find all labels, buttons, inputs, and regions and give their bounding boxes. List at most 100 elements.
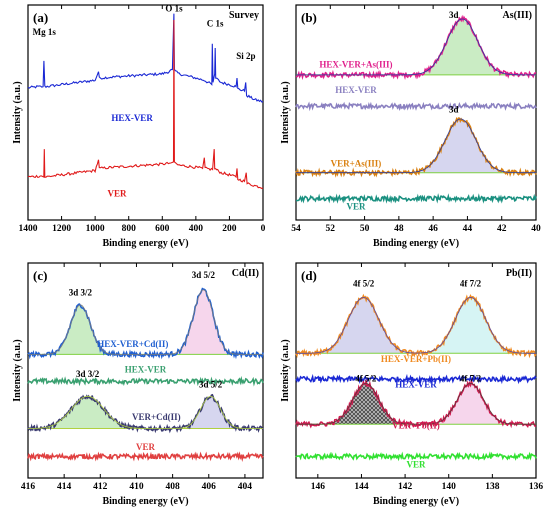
x-tick-label: 800	[122, 224, 137, 234]
x-tick-label: 1200	[52, 224, 71, 234]
panel-corner-title: As(III)	[503, 10, 532, 21]
x-tick-label: 400	[189, 224, 204, 234]
y-axis-label: Intensity (a.u.)	[280, 81, 291, 144]
peak-label: O 1s	[165, 3, 183, 13]
x-tick-label: 136	[529, 482, 544, 492]
series-label: HEX-VER+Cd(II)	[97, 339, 168, 349]
fit-envelope	[28, 289, 263, 355]
x-tick-label: 52	[326, 224, 336, 234]
x-tick-label: 46	[428, 224, 438, 234]
peak-label: Mg 1s	[33, 27, 57, 37]
series-line-ver	[27, 19, 264, 190]
x-tick-label: 144	[354, 482, 369, 492]
panel-b: 54 52 50 48 46 44 42 40 Binding energy (eV) Inten…	[280, 4, 541, 249]
peak-label: 3d 5/2	[199, 380, 223, 390]
x-tick-label: 416	[21, 482, 36, 492]
x-tick-label: 48	[394, 224, 404, 234]
series-label: HEX-VER	[335, 85, 377, 95]
panel-label: (c)	[33, 268, 47, 283]
series-label: VER	[346, 201, 366, 211]
x-tick-label: 44	[463, 224, 473, 234]
fitted-peak-area	[40, 304, 121, 355]
x-tick-label: 414	[57, 482, 72, 492]
fit-envelope	[296, 18, 536, 76]
plot-frame	[295, 262, 537, 479]
panel-corner-title: Cd(II)	[232, 268, 259, 279]
spectrum-line	[295, 451, 537, 462]
series-label: HEX-VER	[111, 113, 153, 123]
panel-a: 1400 1200 1000 800 600 400 200 0 Binding energy …	[12, 3, 266, 249]
x-tick-label: 0	[261, 224, 266, 234]
peak-label: C 1s	[207, 19, 224, 29]
plot-frame	[295, 4, 537, 221]
x-tick-label: 200	[222, 224, 237, 234]
x-tick-label: 42	[497, 224, 507, 234]
x-tick-label: 54	[291, 224, 301, 234]
fitted-peak-area	[398, 119, 523, 173]
series-label: HEX-VER	[395, 380, 437, 390]
spectrum-line	[27, 451, 264, 463]
series-label: HEX-VER	[125, 365, 167, 375]
x-tick-label: 600	[155, 224, 170, 234]
x-axis-label: Binding energy (eV)	[102, 496, 188, 507]
series-label: HEX-VER+As(III)	[319, 59, 392, 69]
fitted-peak-area	[170, 396, 251, 429]
series-label: VER+Cd(II)	[132, 412, 181, 422]
spectrum-line	[295, 116, 537, 178]
series-label: VER	[406, 459, 426, 469]
fitted-peak-area	[22, 396, 153, 429]
peak-label: 3d 3/2	[76, 369, 100, 379]
x-tick-label: 50	[360, 224, 370, 234]
x-axis-label: Binding energy (eV)	[373, 238, 459, 249]
peak-label: 3d	[449, 105, 459, 115]
x-axis-label: Binding energy (eV)	[373, 496, 459, 507]
x-tick-label: 406	[202, 482, 217, 492]
series-line-hex-ver	[27, 13, 264, 103]
peak-label: 3d	[449, 10, 459, 20]
series-label: VER	[107, 188, 127, 198]
x-tick-label: 40	[531, 224, 541, 234]
x-tick-label: 404	[238, 482, 253, 492]
spectrum-line	[295, 373, 537, 385]
y-axis-label: Intensity (a.u.)	[280, 339, 291, 402]
y-axis-label: Intensity (a.u.)	[12, 339, 23, 402]
panel-d: 146 144 142 140 138 136 Binding energy (eV) Int…	[280, 262, 544, 507]
peak-label: 4f 5/2	[355, 373, 377, 383]
panel-label: (d)	[301, 268, 317, 283]
fit-envelope	[296, 382, 536, 425]
x-tick-label: 146	[311, 482, 326, 492]
spectrum-line	[295, 101, 537, 112]
x-tick-label: 408	[165, 482, 180, 492]
fitted-peak-area	[409, 297, 532, 354]
peak-label: 3d 3/2	[69, 287, 93, 297]
series-label: VER+As(III)	[331, 158, 382, 168]
fitted-peak-area	[418, 383, 523, 425]
panel-corner-title: Pb(II)	[506, 268, 532, 279]
x-tick-label: 142	[398, 482, 413, 492]
peak-label: 4f 7/2	[460, 373, 482, 383]
panel-c: 416 414 412 410 408 406 404 Binding energy (eV)…	[12, 262, 264, 507]
fitted-peak-area	[400, 19, 524, 75]
x-tick-label: 1400	[19, 224, 38, 234]
series-label: VER+Pb(II)	[392, 421, 440, 431]
series-label: VER	[136, 442, 156, 452]
y-axis-label: Intensity (a.u.)	[12, 81, 23, 144]
fit-envelope	[296, 118, 536, 174]
peak-label: 4f 7/2	[460, 279, 482, 289]
peak-label: Si 2p	[236, 51, 255, 61]
peak-label: 4f 5/2	[353, 279, 375, 289]
panel-label: (b)	[301, 10, 317, 25]
panel-label: (a)	[33, 10, 48, 25]
peak-label: 3d 5/2	[192, 270, 216, 280]
fit-envelope	[296, 296, 536, 354]
x-tick-label: 140	[442, 482, 457, 492]
plot-frame	[27, 262, 264, 479]
spectrum-line	[27, 375, 264, 387]
plot-frame	[27, 4, 264, 221]
fit-envelope	[28, 395, 263, 429]
x-tick-label: 1000	[86, 224, 105, 234]
x-tick-label: 412	[93, 482, 108, 492]
x-axis-label: Binding energy (eV)	[102, 238, 188, 249]
fitted-peak-area	[313, 383, 419, 425]
